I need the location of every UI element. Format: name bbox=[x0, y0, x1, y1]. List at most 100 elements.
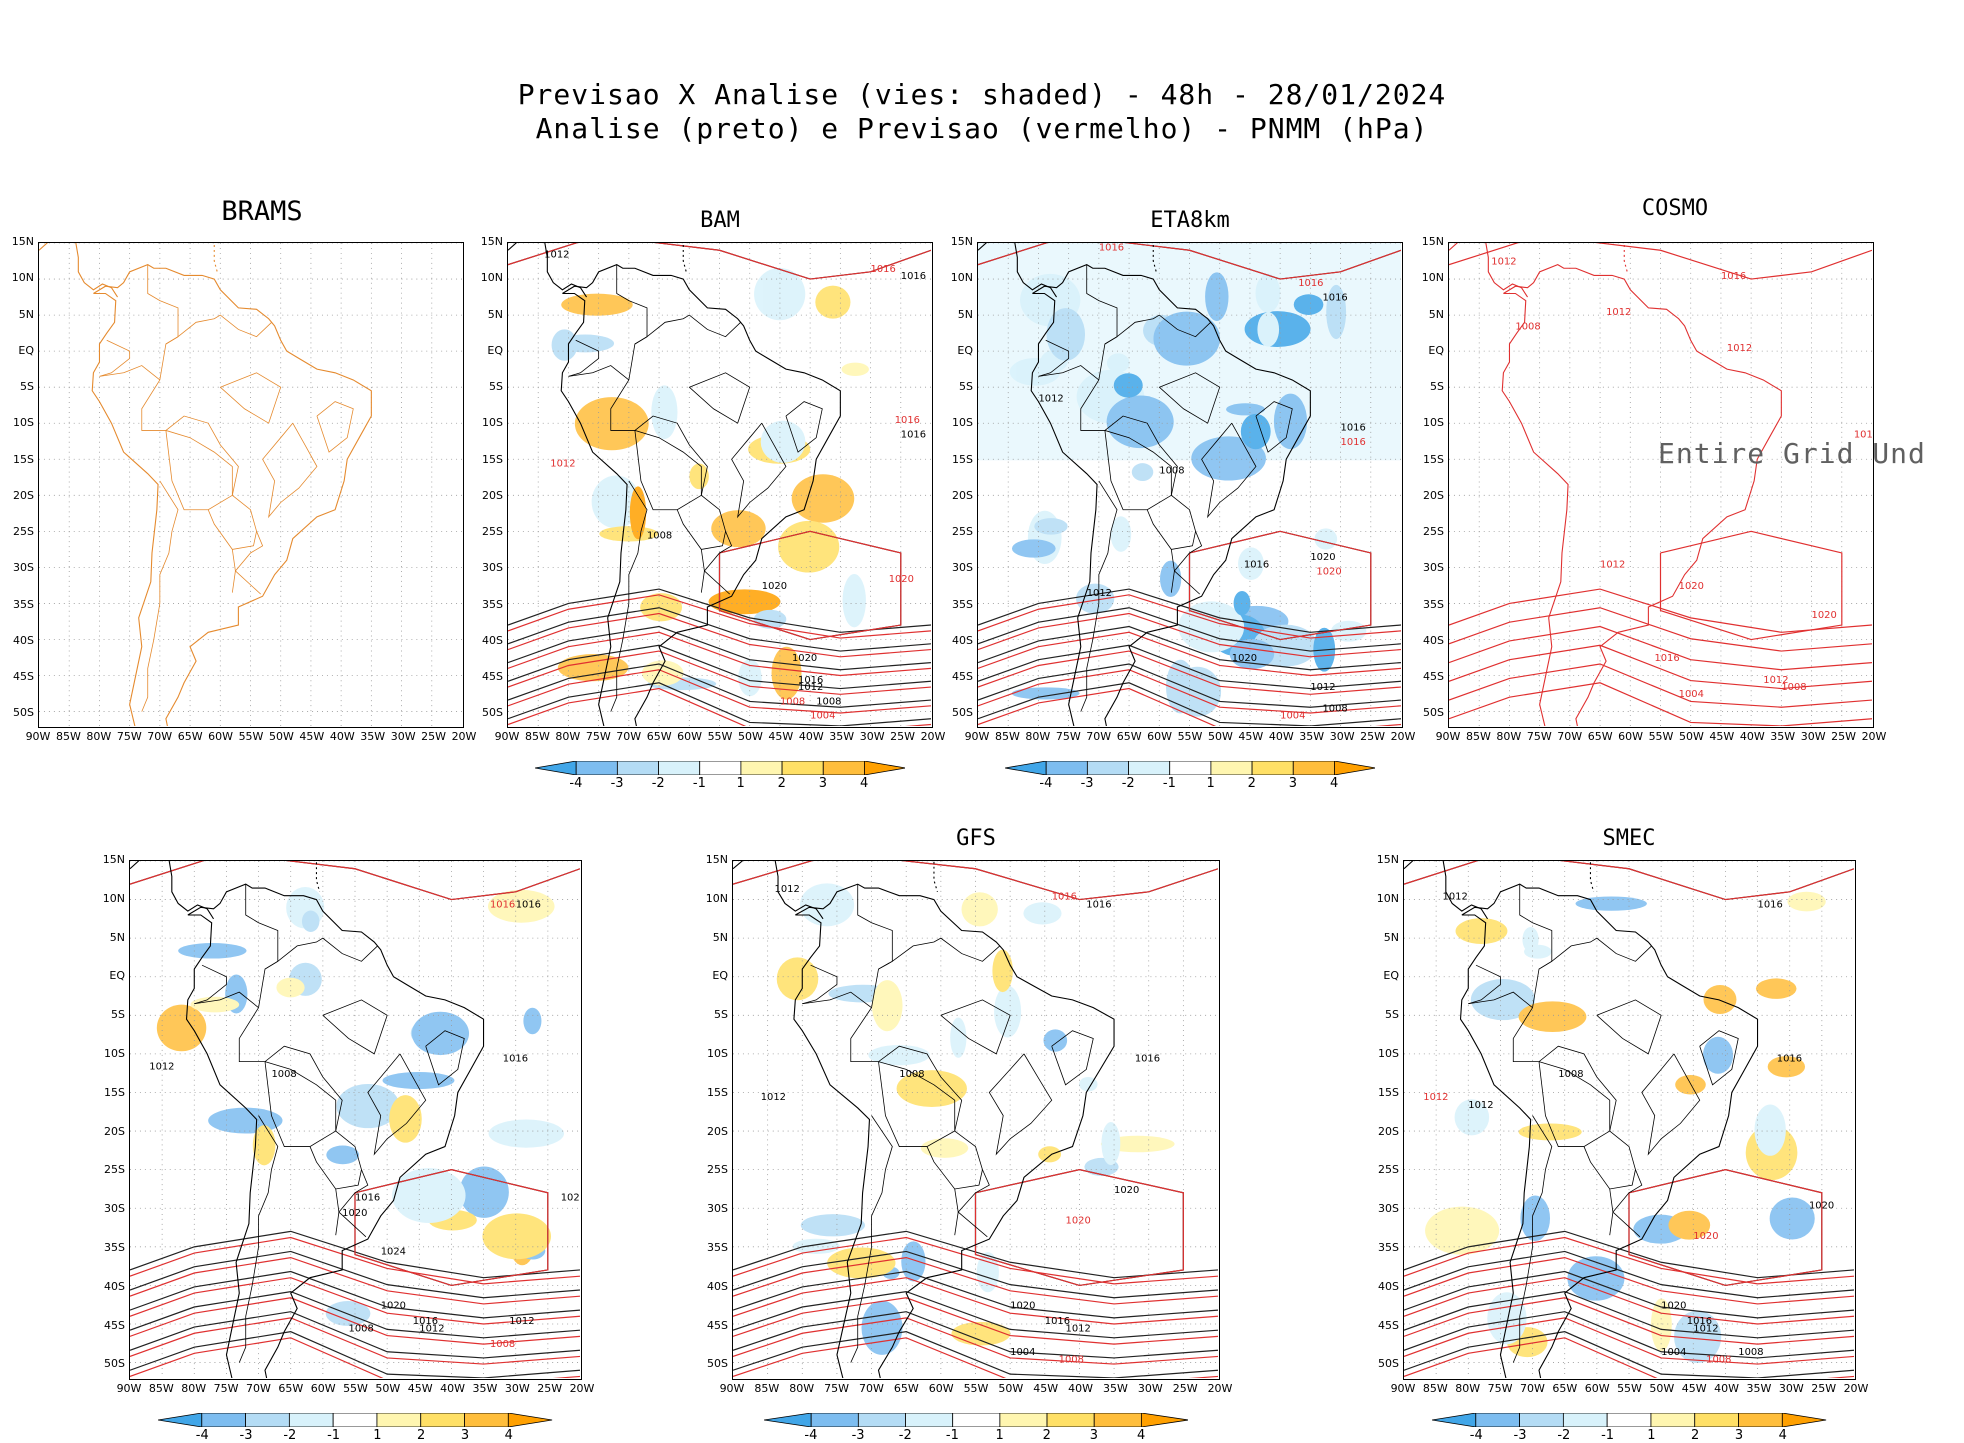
lat-tick-label: 40S bbox=[1378, 1279, 1399, 1293]
lat-tick-label: 5S bbox=[714, 1008, 728, 1022]
lon-tick-label: 35W bbox=[1102, 1382, 1128, 1395]
isobar-label: 1016 bbox=[413, 1316, 438, 1327]
isobar-label: 1024 bbox=[381, 1247, 406, 1258]
isobar-label: 1008 bbox=[1558, 1069, 1583, 1080]
bias-cell bbox=[1674, 1310, 1722, 1363]
lon-tick-label: 20W bbox=[1861, 730, 1887, 743]
lon-tick-label: 55W bbox=[1177, 730, 1203, 743]
bias-cell bbox=[871, 980, 903, 1032]
isobar-line bbox=[733, 1256, 1218, 1305]
lat-tick-label: 10S bbox=[1423, 416, 1444, 430]
colorbar bbox=[158, 1412, 553, 1431]
lat-tick-label: 15S bbox=[707, 1085, 728, 1099]
lon-tick-label: 90W bbox=[494, 730, 520, 743]
bias-cell bbox=[574, 397, 649, 451]
lon-tick-label: 35W bbox=[360, 730, 386, 743]
lon-tick-label: 30W bbox=[1329, 730, 1355, 743]
colorbar bbox=[763, 1412, 1189, 1431]
lon-tick-label: 35W bbox=[1746, 1382, 1772, 1395]
lon-tick-label: 40W bbox=[329, 730, 355, 743]
lat-tick-label: 20S bbox=[952, 488, 973, 502]
isobar-line bbox=[1404, 1331, 1854, 1378]
lon-tick-label: 90W bbox=[719, 1382, 745, 1395]
graticule bbox=[978, 243, 1401, 726]
bias-cell bbox=[1113, 373, 1143, 398]
lon-tick-label: 30W bbox=[1778, 1382, 1804, 1395]
bias-cell bbox=[1191, 436, 1266, 481]
isobar-label: 1016 bbox=[1687, 1316, 1712, 1327]
isobar-label: 1012 bbox=[1038, 394, 1063, 405]
isobar-line bbox=[718, 530, 902, 641]
coastline bbox=[39, 243, 372, 726]
lat-tick-label: 10S bbox=[482, 416, 503, 430]
lon-tick-label: 55W bbox=[1648, 730, 1674, 743]
lon-tick-label: 35W bbox=[472, 1382, 498, 1395]
bias-cell bbox=[1023, 902, 1062, 925]
isobar-label: 1016 bbox=[1298, 278, 1323, 289]
bias-cell bbox=[994, 985, 1022, 1038]
lon-tick-label: 80W bbox=[555, 730, 581, 743]
bias-cell bbox=[1255, 273, 1281, 313]
lat-tick-label: 40S bbox=[952, 633, 973, 647]
colorbar-swatch bbox=[1004, 760, 1047, 776]
isobar-label: 1016 bbox=[516, 899, 541, 910]
colorbar-label: 4 bbox=[859, 776, 869, 791]
lat-tick-label: 15S bbox=[104, 1085, 125, 1099]
bias-shading bbox=[1009, 272, 1367, 717]
bias-cell bbox=[711, 510, 766, 548]
isobar-line bbox=[733, 1337, 1218, 1378]
isobar-line bbox=[733, 1277, 1218, 1325]
isobar-line bbox=[1404, 1317, 1854, 1365]
colorbar-swatch bbox=[1607, 1412, 1652, 1428]
bias-cell bbox=[382, 1071, 455, 1090]
colorbar-swatch bbox=[1694, 1412, 1740, 1428]
lon-tick-label: 50W bbox=[1678, 730, 1704, 743]
bias-cell bbox=[771, 646, 802, 700]
lat-tick-label: 20S bbox=[1423, 488, 1444, 502]
bias-cell bbox=[1330, 620, 1367, 642]
lat-tick-label: 25S bbox=[952, 525, 973, 539]
bias-cell bbox=[1518, 1001, 1587, 1033]
bias-cell bbox=[1106, 353, 1130, 373]
country-borders bbox=[99, 264, 354, 712]
isobar-label: 1012 bbox=[419, 1324, 444, 1335]
isobar-label: 1008 bbox=[780, 696, 805, 707]
lat-tick-label: 35S bbox=[1423, 597, 1444, 611]
isobars bbox=[1404, 861, 1854, 1378]
lat-tick-label: 50S bbox=[104, 1357, 125, 1371]
lon-tick-label: 75W bbox=[824, 1382, 849, 1395]
isobar-label: 1012 bbox=[509, 1316, 534, 1327]
colorbar-swatch bbox=[1650, 1412, 1696, 1428]
lat-tick-label: 45S bbox=[104, 1318, 125, 1332]
figure-title-line2: Analise (preto) e Previsao (vermelho) - … bbox=[535, 112, 1429, 145]
colorbar-swatch bbox=[333, 1412, 378, 1428]
isobar-label: 1012 bbox=[1727, 343, 1752, 354]
isobar-label: 1016 bbox=[1322, 293, 1347, 304]
isobar-line bbox=[1449, 625, 1872, 671]
bias-cell bbox=[326, 1145, 360, 1165]
lat-tick-label: 30S bbox=[1423, 561, 1444, 575]
bias-shading bbox=[551, 267, 869, 700]
isobar-line bbox=[733, 1236, 1218, 1285]
map-svg: 1016102010161016101210081016101610201024… bbox=[130, 861, 580, 1378]
isobar-label: 1016 bbox=[1050, 243, 1075, 246]
colorbar-swatch bbox=[376, 1412, 422, 1428]
colorbar-swatch bbox=[420, 1412, 466, 1428]
lon-tick-label: 20W bbox=[1843, 1382, 1869, 1395]
isobars bbox=[1449, 243, 1872, 726]
colorbar-label: 3 bbox=[1288, 776, 1298, 791]
bias-cell bbox=[1131, 463, 1154, 482]
isobar-label: 1020 bbox=[1661, 1300, 1686, 1311]
lon-tick-label: 25W bbox=[1811, 1382, 1837, 1395]
lon-tick-label: 65W bbox=[646, 730, 672, 743]
colorbar-swatch bbox=[1127, 760, 1170, 776]
bias-cell bbox=[276, 977, 305, 998]
lat-tick-label: EQ bbox=[1428, 343, 1444, 357]
lon-tick-label: 60W bbox=[208, 730, 233, 743]
bias-cell bbox=[556, 334, 615, 353]
isobar-label: 1012 bbox=[550, 459, 575, 470]
colorbar-swatch bbox=[1251, 760, 1294, 776]
lat-tick-label: 35S bbox=[952, 597, 973, 611]
isobar-label: 1008 bbox=[1322, 704, 1347, 715]
lon-tick-label: 80W bbox=[86, 730, 112, 743]
